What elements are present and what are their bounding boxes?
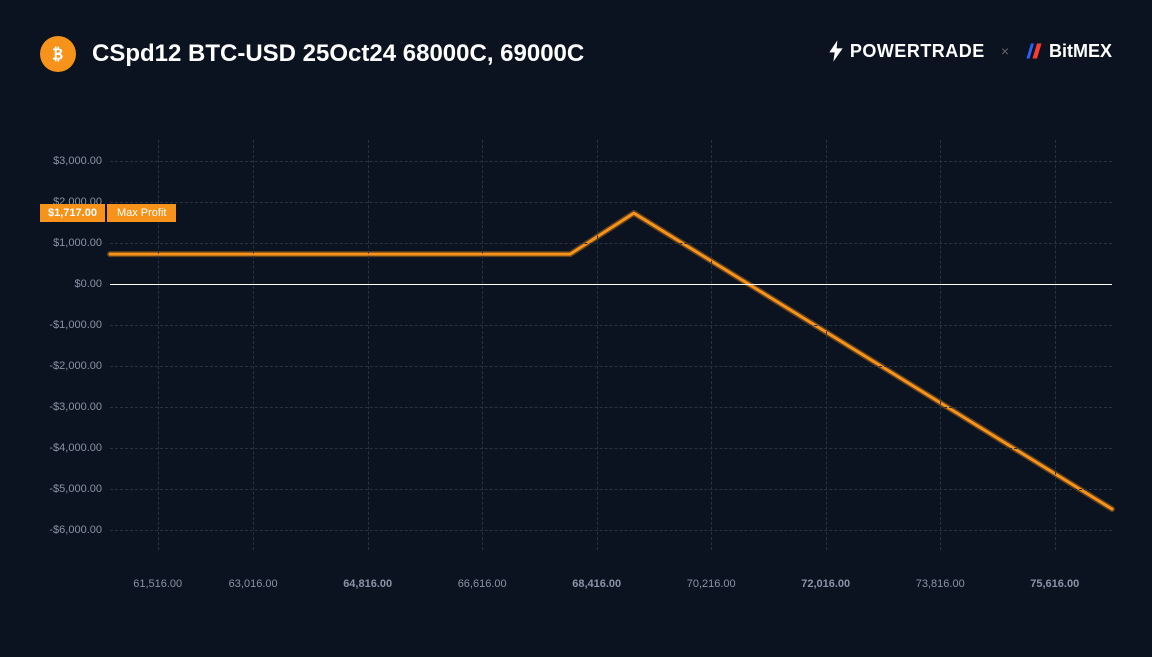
y-axis-label: -$3,000.00 (40, 401, 102, 413)
chart-header: CSpd12 BTC-USD 25Oct24 68000C, 69000C (40, 36, 584, 72)
grid-line-h (110, 202, 1112, 203)
x-axis-label: 66,616.00 (458, 578, 507, 590)
grid-line-h (110, 243, 1112, 244)
x-axis-label: 68,416.00 (572, 578, 621, 590)
x-axis-label: 73,816.00 (916, 578, 965, 590)
y-axis-label: $3,000.00 (40, 155, 102, 167)
grid-line-v (1055, 140, 1056, 550)
y-axis-label: -$2,000.00 (40, 360, 102, 372)
grid-line-v (253, 140, 254, 550)
grid-line-v (158, 140, 159, 550)
y-axis-label: -$5,000.00 (40, 483, 102, 495)
y-axis-label: -$6,000.00 (40, 524, 102, 536)
y-axis-label: -$4,000.00 (40, 442, 102, 454)
y-axis-label: $0.00 (40, 278, 102, 290)
x-axis-label: 61,516.00 (133, 578, 182, 590)
brand-row: POWERTRADE × BitMEX (828, 40, 1112, 62)
brand-separator: × (1001, 43, 1009, 59)
bolt-icon (828, 40, 844, 62)
x-axis-label: 72,016.00 (801, 578, 850, 590)
powertrade-text: POWERTRADE (850, 41, 985, 62)
grid-line-h (110, 161, 1112, 162)
bitmex-icon (1025, 42, 1043, 60)
grid-line-v (482, 140, 483, 550)
max-profit-value: $1,717.00 (40, 204, 105, 222)
grid-line-h (110, 325, 1112, 326)
chart-area: $3,000.00$2,000.00$1,000.00$0.00-$1,000.… (40, 140, 1112, 590)
bitmex-text: BitMEX (1049, 41, 1112, 62)
max-profit-label: Max Profit (107, 204, 177, 222)
zero-line (110, 284, 1112, 285)
bitcoin-icon (40, 36, 76, 72)
grid-line-h (110, 489, 1112, 490)
bitmex-logo: BitMEX (1025, 41, 1112, 62)
y-axis-label: $1,000.00 (40, 237, 102, 249)
grid-line-h (110, 366, 1112, 367)
grid-line-v (940, 140, 941, 550)
powertrade-logo: POWERTRADE (828, 40, 985, 62)
grid-line-h (110, 530, 1112, 531)
plot-region (110, 140, 1112, 550)
grid-line-h (110, 448, 1112, 449)
x-axis-label: 75,616.00 (1030, 578, 1079, 590)
chart-title: CSpd12 BTC-USD 25Oct24 68000C, 69000C (92, 40, 584, 68)
bitcoin-glyph (48, 44, 68, 64)
x-axis-label: 70,216.00 (687, 578, 736, 590)
grid-line-v (597, 140, 598, 550)
grid-line-v (368, 140, 369, 550)
x-axis-label: 63,016.00 (229, 578, 278, 590)
grid-line-h (110, 407, 1112, 408)
grid-line-v (826, 140, 827, 550)
grid-line-v (711, 140, 712, 550)
y-axis-label: -$1,000.00 (40, 319, 102, 331)
max-profit-marker: $1,717.00Max Profit (40, 204, 176, 222)
x-axis-label: 64,816.00 (343, 578, 392, 590)
